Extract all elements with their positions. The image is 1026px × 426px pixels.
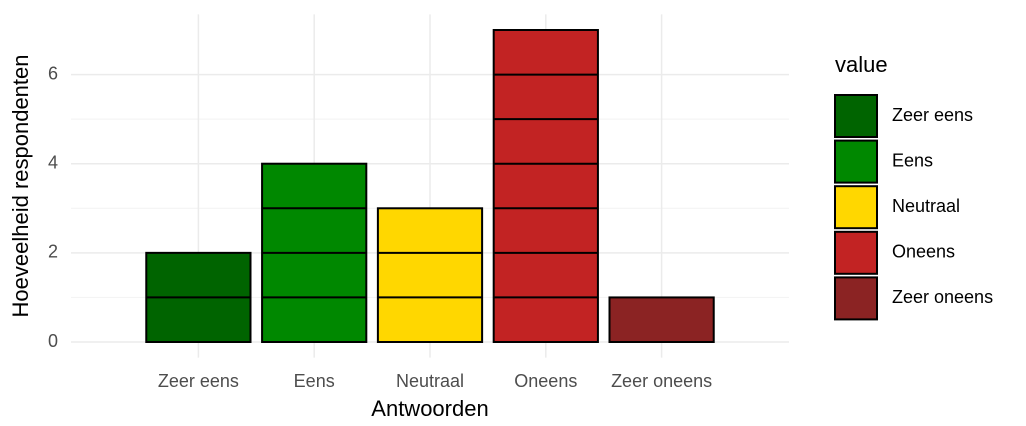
legend-key	[834, 185, 878, 230]
legend-key	[834, 139, 878, 184]
bar	[608, 296, 715, 343]
y-tick-label: 6	[48, 63, 58, 83]
legend-label: Eens	[892, 150, 933, 170]
x-tick-label: Oneens	[514, 371, 577, 391]
y-axis-title: Hoeveelheid respondenten	[8, 55, 33, 318]
y-tick-label: 4	[48, 152, 58, 172]
legend-key	[834, 94, 878, 138]
legend-title: value	[835, 52, 888, 77]
legend-label: Neutraal	[892, 196, 960, 216]
legend-key	[834, 276, 878, 321]
bar	[376, 207, 484, 343]
legend-label: Zeer eens	[892, 105, 973, 125]
x-tick-label: Zeer eens	[158, 371, 239, 391]
x-axis-title: Antwoorden	[371, 396, 488, 421]
legend-label: Oneens	[892, 242, 955, 262]
y-tick-label: 2	[48, 242, 58, 262]
legend-label: Zeer oneens	[892, 287, 993, 307]
x-tick-label: Zeer oneens	[611, 371, 712, 391]
y-tick-label: 0	[48, 331, 58, 351]
x-tick-label: Eens	[294, 371, 335, 391]
legend-key	[834, 230, 878, 275]
bar	[492, 29, 599, 343]
x-tick-label: Neutraal	[396, 371, 464, 391]
